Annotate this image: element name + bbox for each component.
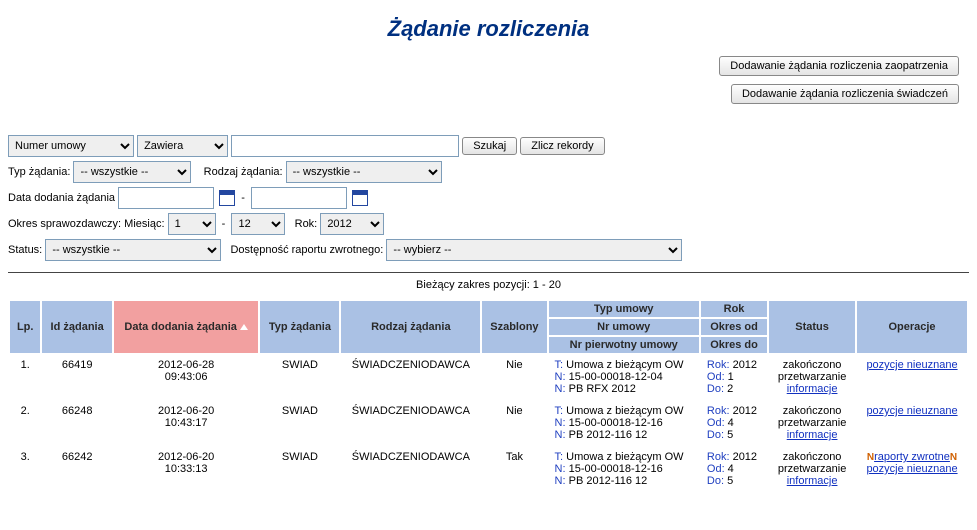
new-marker-icon: N [950, 452, 957, 463]
cell-status: zakończonoprzetwarzanieinformacje [769, 447, 855, 491]
operator-select[interactable]: Zawiera [137, 135, 228, 157]
col-agr-type[interactable]: Typ umowy [549, 301, 699, 317]
type-label: Typ żądania: [8, 166, 70, 178]
info-link[interactable]: informacje [787, 475, 838, 487]
cell-ops: Nraporty zwrotneNpozycje nieuznane [857, 447, 967, 491]
period-label: Okres sprawozdawczy: [8, 218, 121, 230]
status-label: Status: [8, 244, 42, 256]
new-marker-icon: N [867, 452, 874, 463]
col-lp[interactable]: Lp. [10, 301, 40, 353]
year-label: Rok: [295, 218, 318, 230]
cell-period: Rok: 2012Od: 4Do: 5 [701, 447, 767, 491]
col-status[interactable]: Status [769, 301, 855, 353]
rejected-link[interactable]: pozycje nieuznane [866, 463, 957, 475]
cell-date: 2012-06-2010:33:13 [114, 447, 258, 491]
cell-id: 66242 [42, 447, 112, 491]
cell-period: Rok: 2012Od: 1Do: 2 [701, 355, 767, 399]
col-year[interactable]: Rok [701, 301, 767, 317]
cell-kind: ŚWIADCZENIODAWCA [341, 355, 480, 399]
cell-agreement: T: Umowa z bieżącym OWN: 15-00-00018-12-… [549, 447, 699, 491]
cell-kind: ŚWIADCZENIODAWCA [341, 401, 480, 445]
cell-kind: ŚWIADCZENIODAWCA [341, 447, 480, 491]
type-select[interactable]: -- wszystkie -- [73, 161, 191, 183]
cell-status: zakończonoprzetwarzanieinformacje [769, 355, 855, 399]
cell-lp: 2. [10, 401, 40, 445]
page-title: Żądanie rozliczenia [8, 16, 969, 42]
date-to-input[interactable] [251, 187, 347, 209]
table-row: 1.664192012-06-2809:43:06SWIADŚWIADCZENI… [10, 355, 967, 399]
cell-period: Rok: 2012Od: 4Do: 5 [701, 401, 767, 445]
cell-type: SWIAD [260, 401, 339, 445]
results-table: Lp. Id żądania Data dodania żądania Typ … [8, 299, 969, 493]
col-agr-primary[interactable]: Nr pierwotny umowy [549, 337, 699, 353]
cell-agreement: T: Umowa z bieżącym OWN: 15-00-00018-12-… [549, 401, 699, 445]
col-date-added[interactable]: Data dodania żądania [114, 301, 258, 353]
table-row: 2.662482012-06-2010:43:17SWIADŚWIADCZENI… [10, 401, 967, 445]
add-supply-button[interactable]: Dodawanie żądania rozliczenia zaopatrzen… [719, 56, 959, 76]
count-button[interactable]: Zlicz rekordy [520, 137, 604, 155]
table-row: 3.662422012-06-2010:33:13SWIADŚWIADCZENI… [10, 447, 967, 491]
cell-templates: Nie [482, 355, 546, 399]
divider [8, 272, 969, 273]
report-avail-label: Dostępność raportu zwrotnego: [230, 244, 383, 256]
cell-templates: Tak [482, 447, 546, 491]
date-from-input[interactable] [118, 187, 214, 209]
calendar-to-icon[interactable] [352, 190, 368, 206]
cell-lp: 3. [10, 447, 40, 491]
col-agr-no[interactable]: Nr umowy [549, 319, 699, 335]
cell-id: 66248 [42, 401, 112, 445]
col-templates[interactable]: Szablony [482, 301, 546, 353]
date-added-label: Data dodania żądania [8, 192, 115, 204]
cell-type: SWIAD [260, 447, 339, 491]
search-button[interactable]: Szukaj [462, 137, 517, 155]
cell-id: 66419 [42, 355, 112, 399]
col-id[interactable]: Id żądania [42, 301, 112, 353]
month-label: Miesiąc: [124, 218, 164, 230]
kind-select[interactable]: -- wszystkie -- [286, 161, 442, 183]
cell-templates: Nie [482, 401, 546, 445]
cell-lp: 1. [10, 355, 40, 399]
month-from-select[interactable]: 1 [168, 213, 216, 235]
cell-status: zakończonoprzetwarzanieinformacje [769, 401, 855, 445]
search-input[interactable] [231, 135, 459, 157]
col-period-to[interactable]: Okres do [701, 337, 767, 353]
add-benefits-button[interactable]: Dodawanie żądania rozliczenia świadczeń [731, 84, 959, 104]
rejected-link[interactable]: pozycje nieuznane [866, 359, 957, 371]
info-link[interactable]: informacje [787, 383, 838, 395]
cell-date: 2012-06-2809:43:06 [114, 355, 258, 399]
month-to-select[interactable]: 12 [231, 213, 285, 235]
cell-ops: pozycje nieuznane [857, 401, 967, 445]
range-caption: Bieżący zakres pozycji: 1 - 20 [8, 279, 969, 291]
year-select[interactable]: 2012 [320, 213, 384, 235]
status-select[interactable]: -- wszystkie -- [45, 239, 221, 261]
sort-asc-icon [240, 324, 248, 330]
calendar-from-icon[interactable] [219, 190, 235, 206]
col-ops[interactable]: Operacje [857, 301, 967, 353]
col-type[interactable]: Typ żądania [260, 301, 339, 353]
reports-link[interactable]: raporty zwrotne [874, 451, 950, 463]
info-link[interactable]: informacje [787, 429, 838, 441]
report-avail-select[interactable]: -- wybierz -- [386, 239, 682, 261]
col-period-from[interactable]: Okres od [701, 319, 767, 335]
field-select[interactable]: Numer umowy [8, 135, 134, 157]
cell-ops: pozycje nieuznane [857, 355, 967, 399]
cell-agreement: T: Umowa z bieżącym OWN: 15-00-00018-12-… [549, 355, 699, 399]
cell-type: SWIAD [260, 355, 339, 399]
kind-label: Rodzaj żądania: [204, 166, 283, 178]
rejected-link[interactable]: pozycje nieuznane [866, 405, 957, 417]
col-kind[interactable]: Rodzaj żądania [341, 301, 480, 353]
cell-date: 2012-06-2010:43:17 [114, 401, 258, 445]
